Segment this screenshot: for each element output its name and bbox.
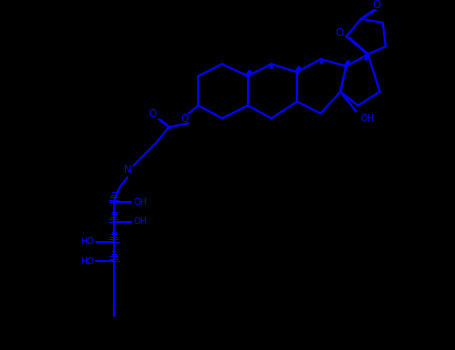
Text: OH: OH bbox=[133, 217, 147, 226]
Text: O: O bbox=[181, 114, 189, 124]
Text: OH: OH bbox=[133, 198, 147, 206]
Text: O: O bbox=[148, 110, 156, 119]
Text: OH: OH bbox=[360, 114, 374, 123]
Text: N: N bbox=[124, 164, 131, 175]
Text: HO: HO bbox=[80, 237, 94, 246]
Text: O: O bbox=[373, 0, 381, 10]
Text: O: O bbox=[335, 28, 344, 37]
Text: HO: HO bbox=[80, 257, 94, 266]
